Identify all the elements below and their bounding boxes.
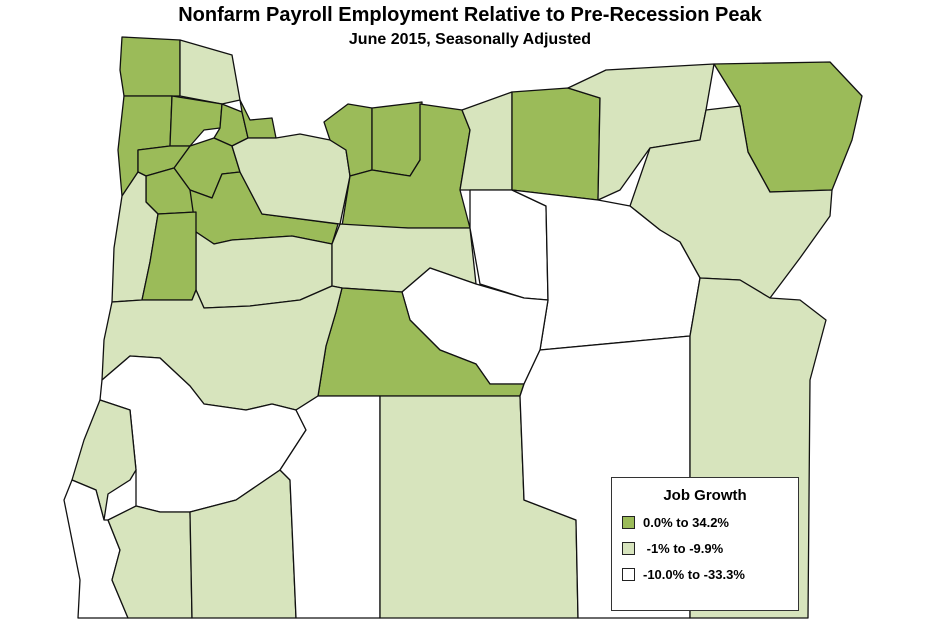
county-union-west (511, 87, 601, 201)
legend-item-low: -10.0% to -33.3% (622, 566, 745, 582)
legend-swatch-mid (622, 541, 635, 555)
legend-swatch-high (622, 515, 635, 529)
legend-swatch-low (622, 567, 635, 581)
legend-label-mid: -1% to -9.9% (643, 540, 724, 556)
legend-item-high: 0.0% to 34.2% (622, 514, 729, 530)
legend-item-mid: -1% to -9.9% (622, 540, 723, 556)
county-umatilla (459, 91, 513, 191)
legend-label-high: 0.0% to 34.2% (643, 514, 729, 530)
county-coos (71, 399, 137, 521)
legend-title: Job Growth (663, 487, 747, 504)
map-title: Nonfarm Payroll Employment Relative to P… (178, 4, 762, 26)
county-klamath (279, 395, 381, 619)
map-subtitle: June 2015, Seasonally Adjusted (348, 31, 592, 48)
county-wheeler (469, 189, 549, 301)
county-columbia (179, 39, 241, 105)
legend-label-low: -10.0% to -33.3% (643, 566, 745, 582)
county-gilliam (371, 101, 423, 177)
county-josephine (107, 505, 193, 619)
county-curry (63, 479, 129, 619)
county-clatsop (119, 36, 181, 97)
legend: Job Growth 0.0% to 34.2% -1% to -9.9% -1… (611, 477, 799, 611)
